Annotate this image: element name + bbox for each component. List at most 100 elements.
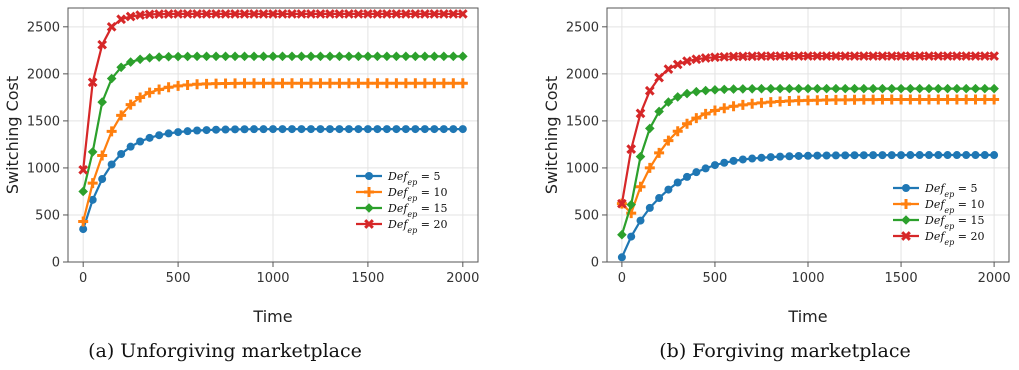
data-point: [737, 99, 748, 110]
y-tick-label: 2500: [27, 20, 60, 35]
data-point: [429, 51, 440, 62]
data-point: [775, 83, 785, 94]
y-tick-label: 2000: [566, 67, 599, 82]
data-point: [962, 151, 971, 160]
data-point: [249, 51, 259, 62]
figure-caption: (b) Forgiving marketplace: [659, 340, 910, 362]
data-point: [373, 125, 382, 134]
x-tick-label: 1500: [351, 271, 384, 286]
legend-marker: [901, 199, 911, 209]
data-point: [220, 9, 231, 19]
data-point: [315, 9, 326, 19]
data-point: [979, 94, 990, 105]
data-point: [372, 78, 383, 89]
legend-marker: [365, 172, 373, 180]
data-point: [125, 57, 136, 67]
data-point: [296, 51, 307, 62]
data-point: [868, 94, 879, 105]
data-point: [135, 54, 145, 65]
legend-label: Defep = 15: [924, 214, 984, 231]
data-point: [315, 78, 326, 89]
data-point: [803, 83, 813, 94]
data-point: [306, 125, 315, 134]
data-point: [97, 97, 107, 107]
data-point: [382, 51, 392, 62]
y-axis-label: Switching Cost: [3, 76, 22, 194]
data-point: [277, 78, 288, 89]
data-point: [719, 103, 730, 114]
legend-label: Defep = 10: [924, 198, 984, 215]
data-point: [905, 94, 916, 105]
legend-label: Defep = 5: [387, 170, 440, 187]
data-point: [980, 83, 990, 94]
y-tick-label: 2500: [566, 20, 599, 35]
data-point: [710, 85, 720, 95]
chart-forgiving-marketplace: 0 500 1000 1500 2000 0 500 1000 1500 2000 2500 Defe…: [542, 7, 1011, 362]
y-tick-label: 0: [52, 256, 60, 271]
x-tick-label: 1000: [791, 271, 824, 286]
y-tick-label: 1000: [566, 161, 599, 176]
data-point: [286, 78, 297, 89]
plot-border: [606, 7, 1010, 263]
data-point: [192, 51, 202, 62]
x-axis-label: Time: [252, 307, 292, 326]
data-point: [268, 51, 278, 62]
data-point: [989, 94, 1000, 105]
data-point: [306, 9, 316, 19]
data-point: [691, 54, 702, 65]
y-tick-label: 1500: [27, 114, 60, 129]
data-point: [961, 94, 972, 105]
data-point: [173, 80, 184, 91]
data-point: [297, 125, 306, 134]
data-point: [887, 151, 896, 160]
data-point: [316, 125, 325, 134]
data-point: [979, 51, 990, 61]
data-point: [849, 94, 860, 105]
data-point: [211, 51, 221, 62]
data-point: [230, 9, 240, 19]
data-point: [692, 168, 701, 177]
data-point: [430, 125, 439, 134]
data-point: [915, 151, 924, 160]
data-point: [933, 94, 944, 105]
data-point: [296, 78, 307, 89]
data-point: [182, 79, 193, 90]
data-point: [896, 94, 907, 105]
data-point: [719, 51, 730, 62]
data-point: [344, 51, 354, 62]
data-point: [106, 73, 117, 84]
data-point: [211, 78, 222, 89]
data-point: [793, 95, 804, 106]
data-point: [849, 83, 860, 94]
legend-marker: [901, 215, 911, 225]
data-point: [858, 51, 869, 61]
data-point: [258, 51, 269, 62]
data-point: [672, 126, 683, 137]
legend-marker: [364, 187, 374, 197]
data-point: [748, 154, 757, 163]
data-point: [239, 9, 250, 19]
data-point: [636, 216, 645, 225]
data-point: [700, 53, 711, 63]
data-point: [961, 51, 972, 61]
data-point: [720, 158, 729, 167]
data-point: [971, 151, 980, 160]
data-point: [793, 83, 804, 94]
data-point: [914, 83, 925, 94]
y-axis-label: Switching Cost: [542, 76, 561, 194]
data-point: [126, 142, 135, 151]
data-point: [363, 125, 372, 134]
data-point: [896, 51, 906, 61]
data-point: [700, 108, 711, 119]
data-point: [381, 78, 392, 89]
data-point: [645, 123, 655, 134]
data-point: [757, 153, 766, 162]
data-point: [106, 126, 117, 137]
x-tick-label: 500: [703, 271, 728, 286]
data-point: [906, 151, 915, 160]
data-point: [784, 96, 795, 107]
series-circle: [79, 125, 467, 234]
data-point: [850, 151, 859, 160]
data-point: [775, 51, 785, 61]
data-point: [830, 94, 841, 105]
